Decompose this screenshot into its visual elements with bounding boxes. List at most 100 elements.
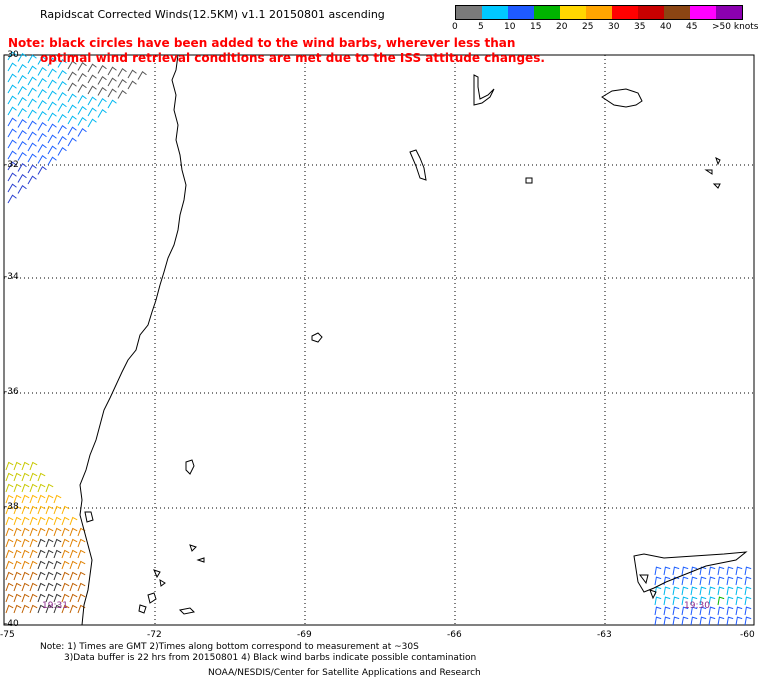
wind-barb (37, 593, 46, 603)
wind-barb (7, 62, 17, 72)
wind-barb (87, 96, 97, 106)
legend-swatch (456, 6, 482, 19)
wind-barb (735, 566, 743, 576)
wind-barb (37, 77, 47, 87)
wind-barb (708, 596, 716, 606)
wind-barb (708, 616, 716, 626)
wind-barb (735, 576, 743, 586)
wind-barb (37, 132, 47, 142)
wind-barb (726, 566, 734, 576)
lon-label-63: -63 (597, 630, 612, 640)
wind-barb (27, 120, 37, 130)
wind-barb (27, 109, 37, 119)
wind-barb (69, 538, 78, 548)
lon-label-60: -60 (740, 630, 755, 640)
wind-barb (77, 560, 86, 570)
wind-barb (87, 74, 97, 84)
lon-label-66: -66 (447, 630, 462, 640)
wind-barb (27, 65, 37, 75)
lon-label-75: -75 (0, 630, 15, 640)
wind-barb (29, 604, 38, 614)
wind-barb (29, 549, 38, 559)
wind-barb (726, 606, 734, 616)
wind-barb (37, 505, 46, 515)
legend-label: 30 (608, 22, 620, 32)
wind-barb (61, 593, 70, 603)
lat-label-34: -34 (4, 272, 19, 282)
wind-barb (13, 582, 22, 592)
wind-barb (663, 606, 671, 616)
wind-barb (77, 538, 86, 548)
wind-barb (735, 606, 743, 616)
wind-barb (717, 586, 725, 596)
wind-barb (735, 616, 743, 626)
wind-barb (699, 616, 707, 626)
wind-barb (45, 571, 54, 581)
wind-barb (726, 576, 734, 586)
wind-barb (37, 472, 46, 482)
legend-labels: 0 5 10 15 20 25 30 35 40 45 >50 knots (452, 20, 759, 34)
wind-barb (127, 80, 137, 90)
wind-barb (45, 549, 54, 559)
wind-barb (699, 576, 707, 586)
wind-barb (744, 586, 752, 596)
wind-barb (7, 117, 17, 127)
wind-barb (37, 88, 47, 98)
wind-barb (7, 95, 17, 105)
wind-barb (67, 60, 77, 70)
wind-barb (77, 105, 87, 115)
footer-note-2: 3)Data buffer is 22 hrs from 20150801 4)… (64, 653, 477, 663)
wind-barb (17, 107, 27, 117)
legend-label: 15 (530, 22, 542, 32)
wind-barb (45, 516, 54, 526)
wind-barb (17, 173, 27, 183)
wind-barb (77, 116, 87, 126)
wind-barb (699, 566, 707, 576)
wind-barb (47, 112, 57, 122)
wind-barb (13, 604, 22, 614)
legend-label: 20 (556, 22, 568, 32)
wind-barb (17, 74, 27, 84)
wind-barb (37, 154, 47, 164)
wind-barb (137, 70, 147, 80)
wind-barb (5, 549, 14, 559)
wind-barb (57, 146, 67, 156)
wind-barb (17, 151, 27, 161)
wind-barb (708, 606, 716, 616)
wind-barb (117, 89, 127, 99)
wind-barb (690, 566, 698, 576)
wind-barb (37, 121, 47, 131)
legend-label: 25 (582, 22, 594, 32)
wind-barb (13, 549, 22, 559)
wind-barb (21, 538, 30, 548)
wind-barb (77, 549, 86, 559)
wind-speed-legend: 0 5 10 15 20 25 30 35 40 45 >50 knots (452, 5, 759, 34)
wind-barb (61, 560, 70, 570)
wind-barb (69, 516, 78, 526)
wind-barb (67, 82, 77, 92)
wind-barb (61, 538, 70, 548)
wind-barb (97, 86, 107, 96)
wind-barb (672, 576, 680, 586)
wind-barb (77, 127, 87, 137)
wind-barb (67, 71, 77, 81)
wind-barb (67, 115, 77, 125)
wind-barb (17, 140, 27, 150)
wind-barb (681, 576, 689, 586)
wind-barb (672, 616, 680, 626)
wind-barb (681, 596, 689, 606)
wind-barb (663, 596, 671, 606)
lon-label-72: -72 (147, 630, 162, 640)
wind-barb (7, 150, 17, 160)
wind-barb (127, 69, 137, 79)
wind-barb (57, 91, 67, 101)
wind-barb (21, 516, 30, 526)
wind-barb (27, 164, 37, 174)
wind-barb (5, 571, 14, 581)
wind-barb (654, 616, 662, 626)
wind-barb (13, 571, 22, 581)
wind-barb (29, 494, 38, 504)
wind-barb (87, 118, 97, 128)
wind-barb (13, 483, 22, 493)
wind-barb (37, 66, 47, 76)
